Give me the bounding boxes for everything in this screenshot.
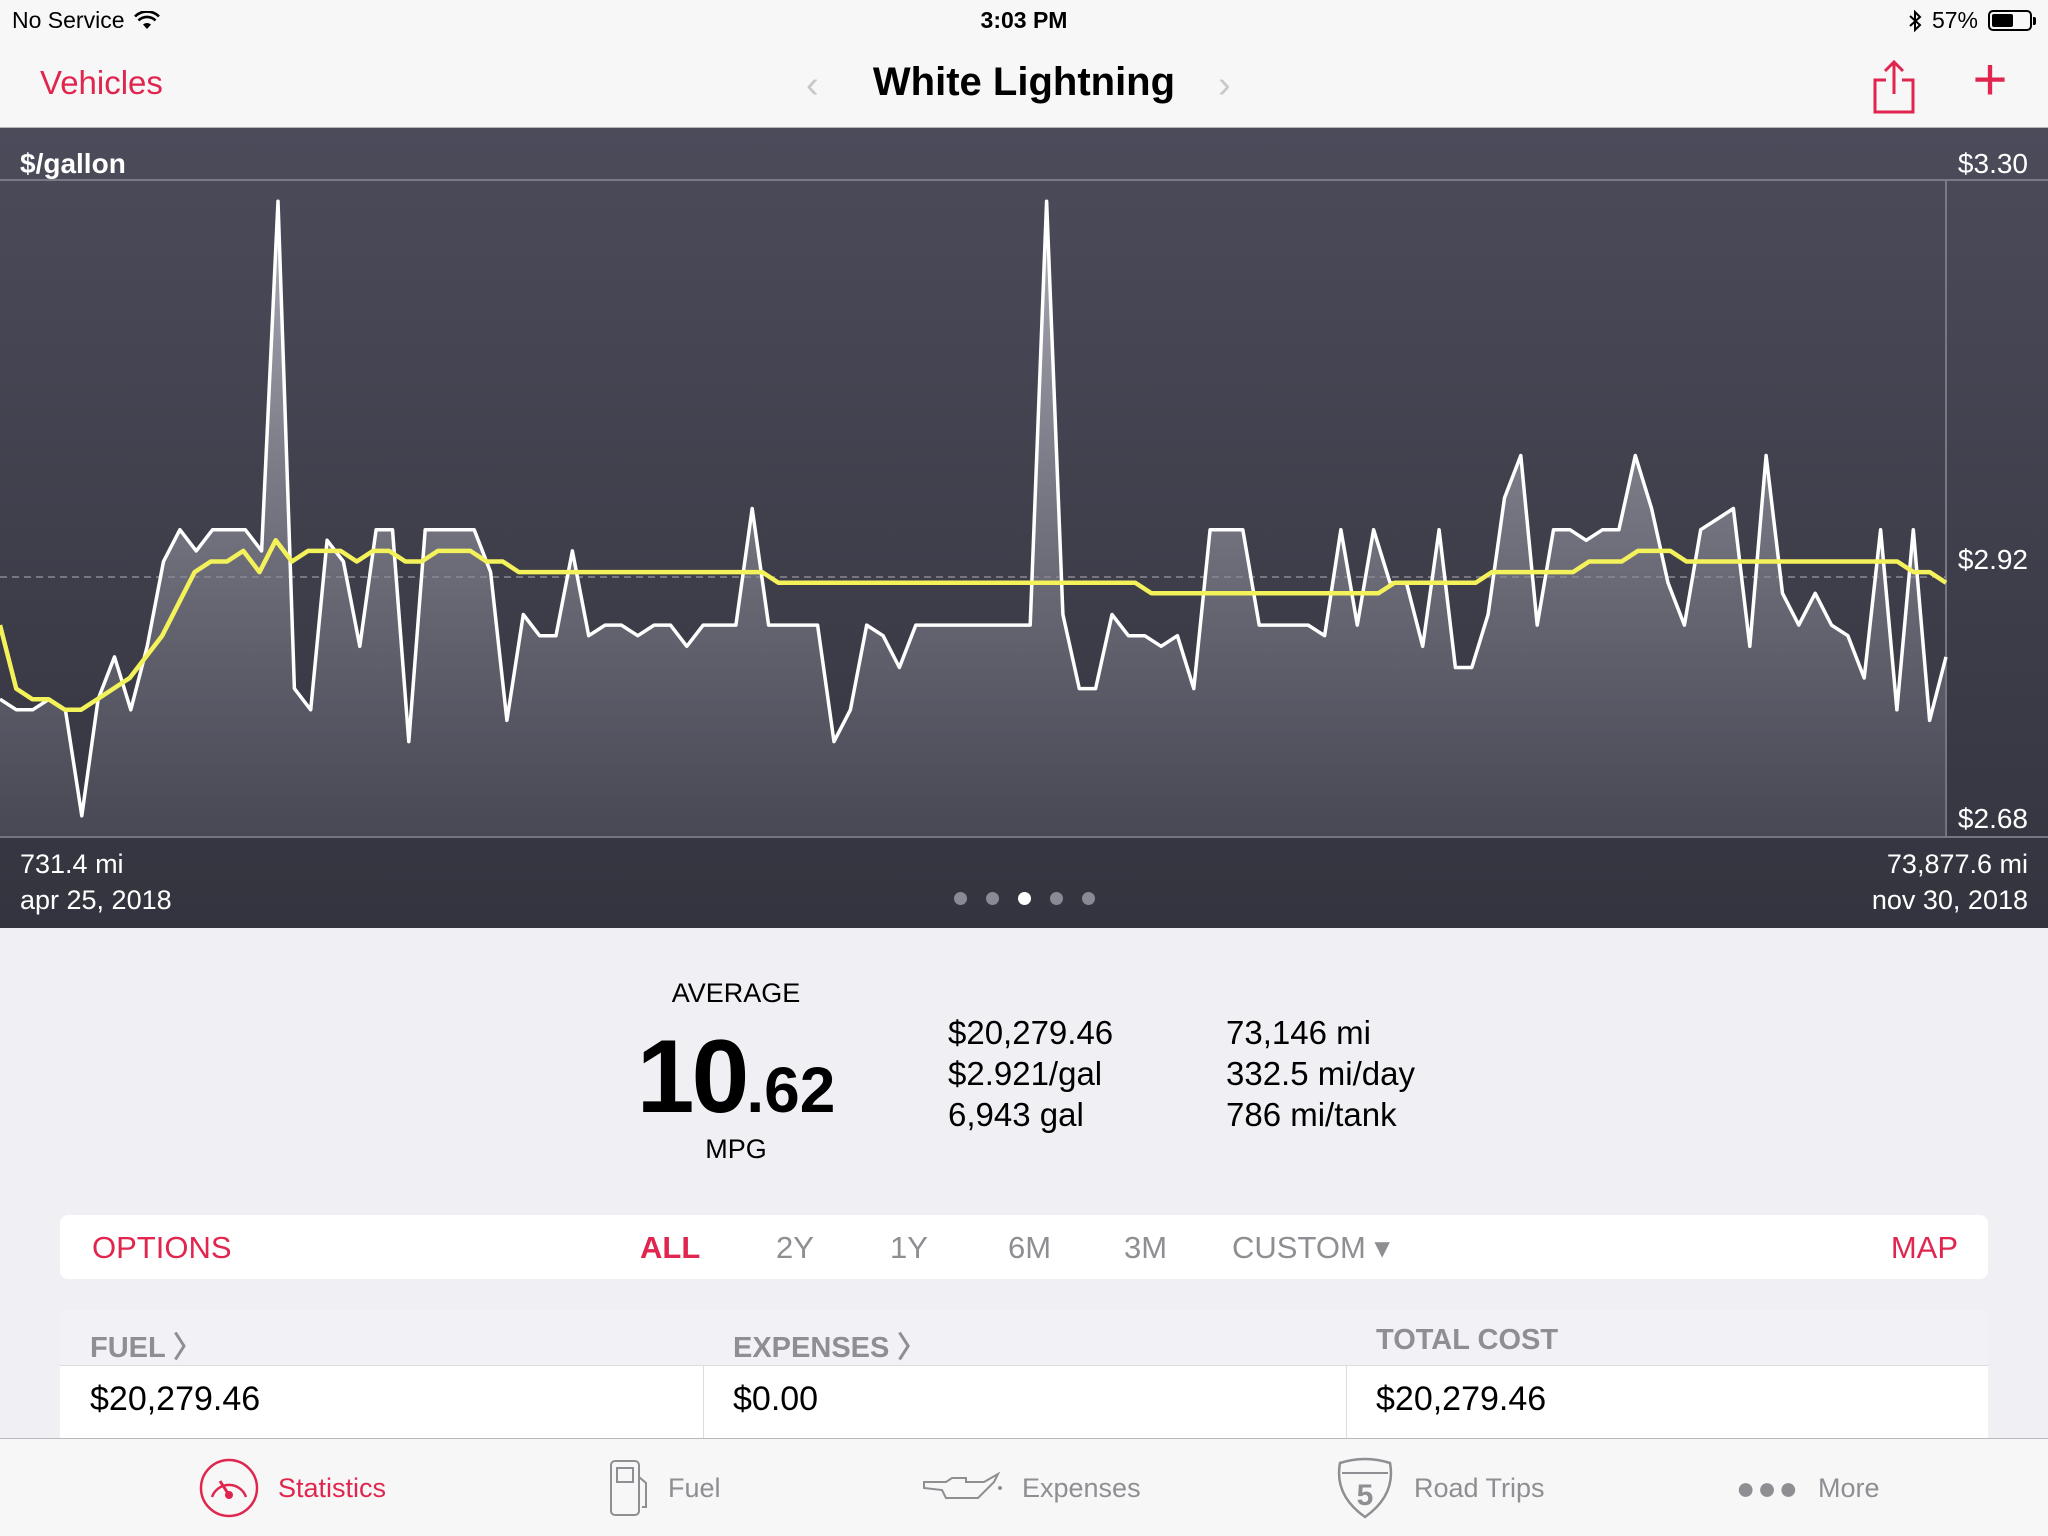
interstate-shield-icon: 5 (1337, 1457, 1393, 1519)
tab-fuel[interactable]: Fuel (608, 1453, 721, 1523)
total-spent: $20,279.46 (948, 1014, 1114, 1051)
range-3m-tab[interactable]: 3M (1124, 1230, 1168, 1265)
tab-expenses-label: Expenses (1022, 1472, 1141, 1503)
tab-more[interactable]: ●●● More (1736, 1453, 1880, 1523)
price-series-line (0, 199, 1948, 818)
range-1y-tab[interactable]: 1Y (890, 1230, 928, 1265)
average-unit: MPG (705, 1134, 767, 1164)
running-average-line (0, 538, 1948, 713)
total-distance: 73,146 mi (1226, 1014, 1371, 1051)
map-button[interactable]: MAP (1890, 1230, 1958, 1265)
average-mpg-decimal: .62 (746, 1054, 836, 1126)
carrier-label: No Service (12, 7, 125, 33)
range-all-tab[interactable]: ALL (640, 1230, 701, 1265)
tab-road-trips-label: Road Trips (1414, 1472, 1545, 1503)
price-chart-svg (0, 179, 2048, 838)
page-dot[interactable] (985, 892, 999, 905)
y-tick-average: $2.92 (1957, 544, 2028, 575)
column-divider (1346, 1310, 1347, 1438)
battery-percent: 57% (1931, 7, 1978, 33)
x-end-date: nov 30, 2018 (1871, 885, 2028, 915)
x-end-odometer: 73,877.6 mi (1886, 849, 2028, 879)
tab-more-label: More (1817, 1472, 1880, 1503)
vehicles-back-button[interactable]: Vehicles (40, 64, 163, 101)
average-label: AVERAGE (671, 978, 801, 1008)
tab-expenses[interactable]: Expenses (922, 1453, 1141, 1523)
total-cost-column: TOTAL COST $20,279.46 (1346, 1310, 1988, 1438)
totals-table: FUEL 〉 $20,279.46 EXPENSES 〉 $0.00 TOTAL… (60, 1310, 1988, 1438)
fuel-header[interactable]: FUEL 〉 (60, 1310, 703, 1366)
miles-per-day: 332.5 mi/day (1226, 1055, 1415, 1092)
battery-icon (1988, 10, 2036, 31)
options-bar: OPTIONS ALL 2Y 1Y 6M 3M CUSTOM ▾ MAP (60, 1215, 1988, 1279)
expenses-header[interactable]: EXPENSES 〉 (703, 1310, 1346, 1366)
average-mpg-value: 10.62 (600, 1018, 872, 1137)
x-start-date: apr 25, 2018 (20, 885, 172, 915)
fuel-column[interactable]: FUEL 〉 $20,279.46 (60, 1310, 703, 1438)
options-button[interactable]: OPTIONS (92, 1230, 232, 1265)
price-area-fill (0, 201, 1946, 837)
tab-statistics-label: Statistics (278, 1472, 387, 1503)
distance-stats: 73,146 mi 332.5 mi/day 786 mi/tank (1226, 1012, 1415, 1135)
expenses-total: $0.00 (733, 1380, 819, 1418)
battery-fill (1992, 14, 2013, 27)
y-tick-bottom: $2.68 (1957, 803, 2028, 834)
navigation-bar: Vehicles ‹ White Lightning › + (0, 40, 2048, 128)
page-dot[interactable] (1081, 892, 1095, 905)
tab-bar: Statistics Fuel Expenses 5 Road Trips ●●… (0, 1438, 2048, 1536)
tab-road-trips[interactable]: 5 Road Trips (1334, 1453, 1545, 1523)
speedometer-icon (199, 1458, 259, 1518)
share-icon[interactable] (1864, 58, 1924, 114)
expenses-column[interactable]: EXPENSES 〉 $0.00 (703, 1310, 1346, 1438)
miles-per-tank: 786 mi/tank (1226, 1096, 1397, 1133)
page-dot[interactable] (953, 892, 967, 905)
tab-statistics[interactable]: Statistics (198, 1453, 386, 1523)
clock: 3:03 PM (980, 7, 1068, 33)
total-cost-header: TOTAL COST (1346, 1310, 1988, 1366)
range-2y-tab[interactable]: 2Y (776, 1230, 814, 1265)
x-end-label: 73,877.6 mi nov 30, 2018 (1872, 846, 2028, 918)
status-bar: No Service 3:03 PM 57% (0, 0, 2048, 40)
previous-vehicle-chevron-icon[interactable]: ‹ (806, 64, 819, 106)
fuel-total: $20,279.46 (90, 1380, 261, 1418)
total-gallons: 6,943 gal (948, 1096, 1084, 1133)
column-divider (703, 1310, 704, 1438)
total-cost-value: $20,279.46 (1376, 1380, 1547, 1418)
cost-stats: $20,279.46 $2.921/gal 6,943 gal (948, 1012, 1113, 1135)
page-indicator[interactable] (0, 892, 2048, 905)
next-vehicle-chevron-icon[interactable]: › (1218, 64, 1231, 106)
y-tick-top: $3.30 (1957, 148, 2028, 179)
price-per-gallon: $2.921/gal (948, 1055, 1103, 1092)
more-dots-icon: ●●● (1736, 1469, 1800, 1506)
wifi-icon (134, 10, 161, 29)
tab-fuel-label: Fuel (668, 1472, 721, 1503)
fuel-pump-icon (610, 1460, 647, 1516)
summary-section: AVERAGE 10.62 MPG $20,279.46 $2.921/gal … (0, 928, 2048, 1208)
page-dot[interactable] (1049, 892, 1063, 905)
average-mpg-integer: 10 (636, 1019, 750, 1135)
price-chart: $/gallon $3.30 $2.92 $2.68 731.4 mi apr … (0, 128, 2048, 928)
page-dot[interactable] (1017, 892, 1031, 905)
add-icon[interactable]: + (1972, 46, 2008, 113)
svg-text:5: 5 (1357, 1479, 1374, 1512)
oil-can-icon (923, 1471, 1002, 1499)
vehicle-title: White Lightning (872, 60, 1176, 104)
bluetooth-icon (1909, 9, 1922, 32)
range-6m-tab[interactable]: 6M (1008, 1230, 1052, 1265)
y-axis-label: $/gallon (20, 148, 126, 179)
x-start-odometer: 731.4 mi (20, 849, 124, 879)
custom-range-dropdown[interactable]: CUSTOM ▾ (1232, 1230, 1390, 1265)
x-start-label: 731.4 mi apr 25, 2018 (20, 846, 172, 918)
